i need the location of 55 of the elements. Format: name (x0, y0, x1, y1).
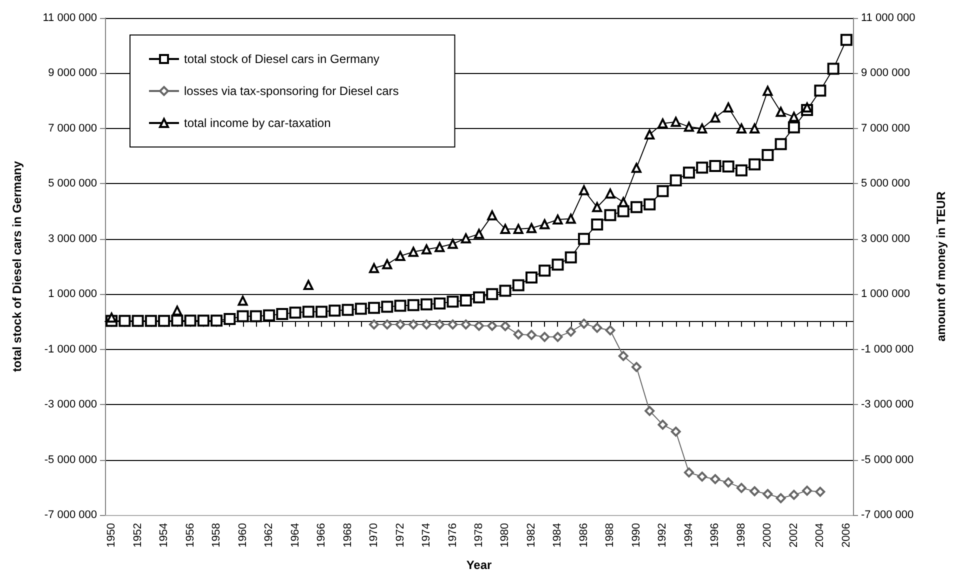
y-tick-label: 5 000 000 (48, 178, 97, 190)
y-tick-label: 9 000 000 (48, 67, 97, 80)
x-tick-label: 1998 (735, 523, 748, 548)
y-tick-label: 11 000 000 (42, 12, 97, 24)
x-tick-label: 1992 (656, 523, 669, 548)
x-tick-label: 1976 (446, 523, 459, 548)
x-tick-label: 1984 (552, 523, 564, 548)
y2-tick-label: -5 000 000 (861, 454, 914, 466)
x-tick-label: 1974 (420, 523, 433, 548)
x-tick-label: 1980 (499, 523, 512, 548)
y2-tick-label: 11 000 000 (861, 12, 916, 24)
x-tick-label: 1954 (158, 523, 170, 548)
x-tick-label: 1972 (394, 523, 406, 548)
y2-axis-title: amount of money in TEUR (934, 191, 948, 342)
x-tick-label: 1952 (132, 523, 144, 548)
y2-tick-label: 1 000 000 (861, 288, 910, 300)
x-tick-label: 1968 (342, 523, 354, 548)
x-tick-label: 1978 (473, 523, 485, 548)
legend-label: total income by car-taxation (184, 116, 331, 130)
x-tick-label: 1950 (106, 523, 118, 548)
x-tick-label: 2004 (814, 523, 826, 548)
x-tick-label: 1994 (682, 523, 695, 548)
x-tick-label: 2002 (788, 523, 800, 548)
legend-label: total stock of Diesel cars in Germany (184, 52, 380, 66)
y-axis-title: total stock of Diesel cars in Germany (10, 160, 24, 372)
x-tick-label: 1982 (525, 523, 538, 548)
x-tick-label: 1958 (210, 523, 223, 548)
y-tick-label: 1 000 000 (48, 288, 97, 300)
x-tick-label: 1990 (630, 523, 642, 548)
y2-tick-label: 5 000 000 (861, 178, 910, 190)
y-tick-label: -3 000 000 (44, 398, 97, 411)
x-tick-label: 1956 (184, 523, 196, 548)
x-tick-label: 1988 (604, 523, 616, 548)
x-tick-label: 1960 (236, 523, 249, 548)
x-tick-label: 1964 (289, 523, 302, 548)
y2-tick-label: 9 000 000 (861, 67, 910, 80)
y2-tick-label: 3 000 000 (861, 232, 910, 245)
y-tick-label: -5 000 000 (44, 454, 97, 466)
y-tick-label: -1 000 000 (44, 343, 97, 356)
x-axis-title: Year (466, 558, 492, 572)
y2-tick-label: -1 000 000 (861, 343, 914, 356)
y2-tick-label: 7 000 000 (861, 122, 910, 134)
x-tick-label: 1996 (709, 523, 722, 548)
y2-tick-label: -3 000 000 (861, 398, 914, 411)
legend-label: losses via tax-sponsoring for Diesel cars (184, 84, 399, 98)
y2-tick-label: -7 000 000 (861, 509, 914, 521)
y-tick-label: 7 000 000 (48, 122, 97, 134)
x-tick-label: 1966 (316, 523, 328, 548)
x-tick-label: 2000 (762, 523, 774, 548)
x-tick-label: 1986 (578, 523, 590, 548)
x-tick-label: 2006 (840, 523, 852, 548)
x-tick-label: 1962 (263, 523, 276, 548)
y-tick-label: -7 000 000 (44, 509, 97, 521)
y-tick-label: 3 000 000 (48, 232, 97, 245)
x-tick-label: 1970 (368, 523, 380, 548)
